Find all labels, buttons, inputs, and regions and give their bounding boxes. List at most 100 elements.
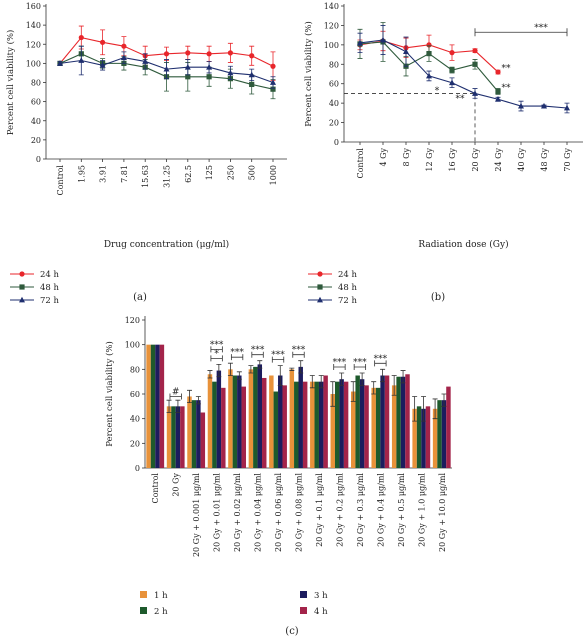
bar-3h	[278, 375, 283, 468]
error-bar	[277, 365, 283, 386]
significance-label: ***	[271, 351, 285, 361]
data-point	[163, 51, 170, 57]
bar-3h	[196, 400, 201, 468]
significance-label: ***	[333, 358, 347, 368]
bar-2h	[437, 400, 442, 468]
significance-bracket	[374, 360, 387, 367]
bar-4h	[323, 375, 328, 468]
x-tick-label: 3.91	[99, 165, 108, 183]
data-point	[495, 69, 501, 75]
data-point	[495, 96, 501, 102]
bar-4h	[302, 381, 308, 468]
bar-3h	[421, 408, 426, 468]
legend-label: 72 h	[338, 296, 358, 306]
x-tick-label: 20 Gy + 0.08 μg/ml	[295, 473, 304, 552]
x-tick-label: 70 Gy	[563, 148, 572, 172]
legend-swatch	[140, 607, 147, 614]
x-axis-label: Radiation dose (Gy)	[418, 239, 508, 250]
bar-1h	[146, 344, 151, 468]
legend-swatch	[140, 591, 147, 598]
legend-swatch	[300, 591, 307, 598]
y-tick-label: 140	[26, 21, 41, 30]
bar-1h	[391, 385, 397, 468]
error-bar	[350, 381, 356, 402]
data-point	[472, 61, 478, 67]
x-tick-label: 24 Gy	[494, 148, 503, 172]
panel-c: 0 20 40 60 80 100 120 Percent cell viability (%…	[104, 316, 452, 617]
series-line-72h	[359, 39, 568, 109]
x-tick-label: 20 Gy	[172, 473, 181, 497]
significance-bracket	[251, 351, 264, 358]
significance-label: ***	[353, 358, 367, 368]
bar-3h	[257, 364, 263, 468]
bar-2h	[171, 406, 176, 468]
error-bar	[359, 372, 365, 386]
significance-label: ***	[251, 346, 265, 356]
x-tick-label: 250	[226, 165, 235, 180]
x-tick-label: 4 Gy	[379, 148, 388, 167]
bar-2h	[191, 400, 197, 468]
data-point	[163, 65, 170, 72]
error-bar	[207, 370, 213, 379]
significance-bracket	[333, 364, 346, 371]
error-bar	[166, 399, 172, 413]
bar-2h	[375, 387, 381, 468]
error-bar	[236, 371, 242, 380]
error-bar	[309, 375, 315, 389]
x-tick-label: 20 Gy + 0.001 μg/ml	[192, 473, 201, 557]
legend-label: 4 h	[314, 607, 328, 617]
x-tick-label: 20 Gy + 0.2 μg/ml	[335, 473, 344, 547]
data-point	[206, 64, 213, 70]
error-bar	[400, 370, 406, 384]
data-point	[185, 50, 191, 56]
error-bar	[391, 375, 397, 396]
error-bar	[339, 372, 345, 386]
bar-4h	[343, 381, 349, 468]
y-tick-label: 120	[324, 21, 339, 30]
data-point	[270, 63, 276, 69]
legend-label: 72 h	[40, 296, 60, 306]
x-tick-label: 15.63	[141, 165, 150, 188]
data-point	[472, 90, 478, 96]
y-tick-label: 80	[130, 365, 140, 374]
data-point	[248, 71, 255, 78]
bar-4h	[364, 385, 369, 468]
bar-3h	[216, 370, 222, 468]
significance-label: *	[435, 87, 440, 97]
x-axis-label: Drug concentration (μg/ml)	[104, 239, 229, 250]
x-tick-label: 8 Gy	[402, 148, 411, 167]
bar-1h	[432, 408, 438, 468]
significance-label: ***	[230, 348, 244, 358]
data-point	[380, 36, 386, 43]
panel-a-caption: (a)	[133, 292, 147, 303]
x-tick-label: 1000	[269, 165, 278, 185]
data-point	[270, 79, 276, 85]
y-tick-label: 100	[125, 341, 140, 350]
y-tick-label: 0	[334, 138, 339, 147]
bar-2h	[416, 406, 422, 468]
y-tick-label: 120	[125, 316, 140, 325]
bar-3h	[400, 376, 406, 468]
data-point	[518, 102, 524, 109]
error-bar	[412, 396, 418, 422]
bar-1h	[289, 369, 295, 468]
data-point	[541, 102, 547, 109]
legend-marker	[317, 296, 323, 303]
bar-3h	[339, 379, 344, 468]
bar-3h	[237, 375, 242, 468]
significance-bracket	[169, 393, 182, 400]
y-tick-label: 160	[26, 2, 41, 11]
y-tick-label: 140	[324, 2, 339, 11]
y-tick-label: 80	[31, 79, 41, 88]
significance-label: #	[172, 387, 180, 397]
bar-1h	[269, 375, 274, 468]
x-tick-label: 1.95	[77, 165, 86, 183]
data-point	[185, 74, 191, 80]
data-point	[120, 54, 127, 61]
y-tick-label: 60	[329, 80, 339, 89]
panel-c-caption: (c)	[285, 626, 299, 637]
bar-4h	[200, 412, 206, 468]
data-point	[426, 72, 432, 79]
error-bar	[216, 364, 222, 378]
